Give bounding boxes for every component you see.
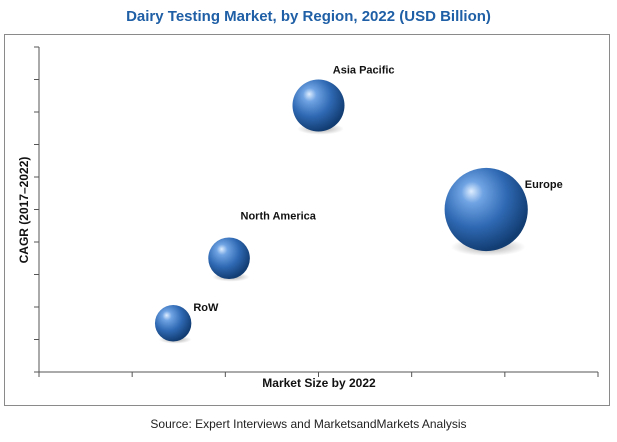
source-note: Source: Expert Interviews and Marketsand… bbox=[150, 417, 467, 431]
bubble-point bbox=[444, 167, 528, 252]
chart-title: Dairy Testing Market, by Region, 2022 (U… bbox=[126, 8, 491, 25]
bubble-point bbox=[154, 305, 192, 342]
bubble-label: Asia Pacific bbox=[333, 65, 395, 77]
bubble-row: RoW bbox=[154, 302, 219, 344]
bubble-label: North America bbox=[241, 210, 317, 222]
bubble-europe: Europe bbox=[444, 167, 563, 257]
bubble-label: RoW bbox=[193, 302, 219, 314]
bubble-point bbox=[292, 79, 345, 132]
bubble-point bbox=[208, 237, 250, 280]
bubble-label: Europe bbox=[525, 179, 563, 191]
axis-ticks bbox=[34, 46, 599, 377]
bubble-north-america: North America bbox=[208, 210, 317, 282]
chart-frame bbox=[4, 34, 610, 406]
bubbles: Asia Pacific Europe North America RoW bbox=[154, 65, 563, 344]
x-axis-label: Market Size by 2022 bbox=[262, 376, 376, 390]
bubble-asia-pacific: Asia Pacific bbox=[292, 65, 395, 135]
y-axis-label: CAGR (2017–2022) bbox=[17, 157, 31, 264]
